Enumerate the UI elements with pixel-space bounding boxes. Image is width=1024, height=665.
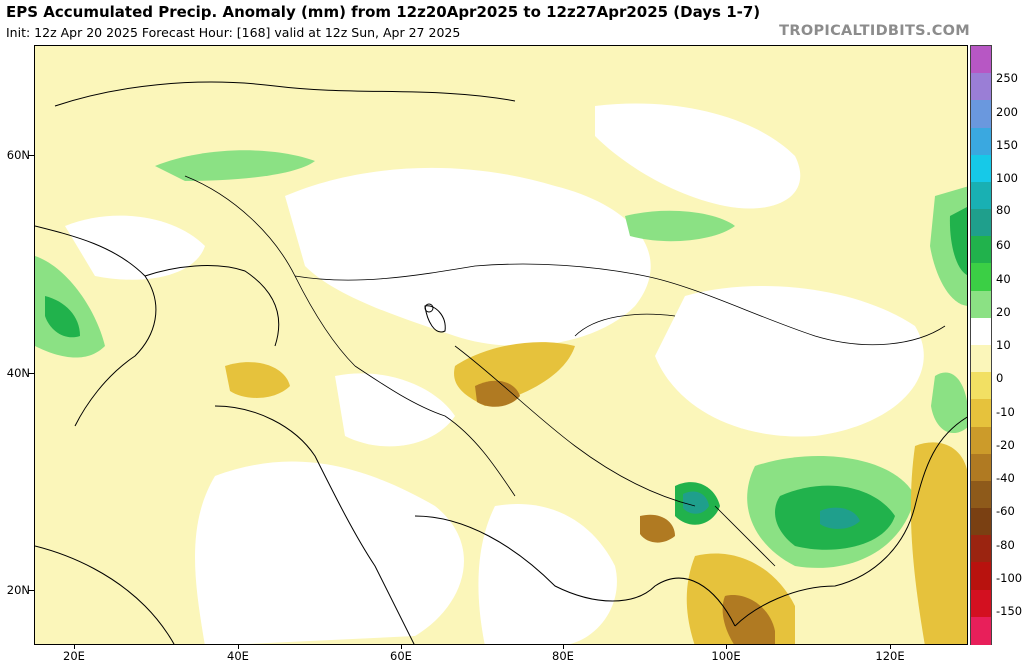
colorbar-label: -20	[996, 438, 1015, 452]
colorbar-segment	[971, 263, 991, 292]
colorbar-label: -60	[996, 504, 1015, 518]
lat-label-40n: 40N	[6, 366, 30, 380]
colorbar-label: 0	[996, 371, 1004, 385]
country-borders	[184, 175, 946, 567]
lon-tick	[401, 645, 402, 649]
colorbar-label: -80	[996, 538, 1015, 552]
colorbar-label: -150	[996, 604, 1023, 618]
colorbar-segment	[971, 345, 991, 373]
lon-label-100e: 100E	[711, 649, 741, 663]
lon-tick	[890, 645, 891, 649]
brand-watermark: TROPICALTIDBITS.COM	[779, 23, 970, 39]
lon-label-60e: 60E	[390, 649, 412, 663]
colorbar-label: 60	[996, 238, 1011, 252]
lon-label-120e: 120E	[875, 649, 905, 663]
colorbar-segment	[971, 236, 991, 265]
colorbar-label: -10	[996, 405, 1015, 419]
colorbar-label: 20	[996, 305, 1011, 319]
lon-tick	[726, 645, 727, 649]
lon-tick	[563, 645, 564, 649]
colorbar-label: -40	[996, 471, 1015, 485]
colorbar-label: 250	[996, 71, 1018, 85]
colorbar-segment	[971, 453, 991, 482]
colorbar-label: -100	[996, 571, 1023, 585]
colorbar-segment	[971, 562, 991, 591]
colorbar-label: 40	[996, 272, 1011, 286]
lat-tick	[28, 590, 34, 591]
precip-anomaly-map	[34, 45, 968, 645]
lon-tick	[74, 645, 75, 649]
lat-tick	[28, 155, 34, 156]
very-wet-regions	[683, 491, 860, 529]
lat-label-20n: 20N	[6, 583, 30, 597]
colorbar-segment	[971, 589, 991, 618]
coastlines	[35, 81, 967, 644]
colorbar-label: 100	[996, 171, 1018, 185]
colorbar-segment	[971, 616, 991, 645]
colorbar-segment	[971, 290, 991, 319]
lon-label-40e: 40E	[227, 649, 249, 663]
colorbar-label: 10	[996, 338, 1011, 352]
lon-label-20e: 20E	[63, 649, 85, 663]
colorbar-segment	[971, 508, 991, 537]
colorbar-segment	[971, 73, 991, 102]
colorbar-segment	[971, 399, 991, 428]
colorbar-segment	[971, 181, 991, 210]
lon-tick	[238, 645, 239, 649]
very-dry-regions	[475, 380, 775, 644]
colorbar-segment	[971, 46, 991, 74]
map-title: EPS Accumulated Precip. Anomaly (mm) fro…	[6, 3, 761, 21]
colorbar-segment	[971, 317, 991, 346]
colorbar-segment	[971, 127, 991, 156]
colorbar-segment	[971, 100, 991, 129]
colorbar-segment	[971, 535, 991, 564]
colorbar-segment	[971, 480, 991, 509]
colorbar-label: 150	[996, 138, 1018, 152]
map-canvas	[35, 46, 967, 644]
colorbar-segment	[971, 154, 991, 183]
map-subtitle: Init: 12z Apr 20 2025 Forecast Hour: [16…	[6, 25, 461, 40]
colorbar-segment	[971, 209, 991, 238]
colorbar-segment	[971, 372, 991, 401]
colorbar-label: 80	[996, 203, 1011, 217]
lat-label-60n: 60N	[6, 148, 30, 162]
lon-label-80e: 80E	[552, 649, 574, 663]
neutral-regions	[65, 103, 924, 644]
lat-tick	[28, 373, 34, 374]
colorbar	[970, 45, 992, 645]
colorbar-label: 200	[996, 105, 1018, 119]
colorbar-segment	[971, 426, 991, 455]
